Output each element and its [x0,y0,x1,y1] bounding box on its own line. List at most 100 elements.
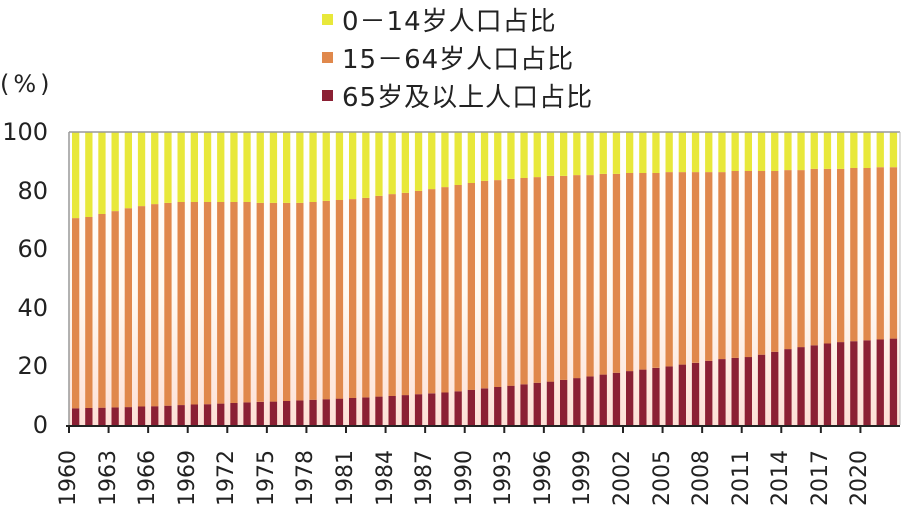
bar-segment [388,132,396,195]
bar-segment [124,208,132,408]
bar-segment [863,132,871,168]
bar-segment [573,378,581,425]
bar-segment [520,384,528,425]
bar-segment [85,408,93,425]
bar-segment [823,343,832,425]
bar-segment [309,399,317,425]
bar-segment [243,132,251,202]
bar-segment [72,218,80,409]
bar-segment [349,199,357,398]
bar-segment [626,371,634,425]
bar-segment [560,176,568,380]
bar-segment [269,401,278,425]
bar-segment [203,202,212,405]
bar-segment [283,202,291,401]
bar-segment [494,386,502,425]
bar-segment [269,202,278,402]
legend-swatch [322,89,333,101]
bar-segment [691,172,700,363]
bar-segment [467,389,475,425]
bar-segment [98,407,106,425]
bar-segment [296,400,304,425]
x-tick-label: 1993 [491,450,517,506]
bar-segment [718,132,726,173]
bar-segment [164,405,172,425]
bar-segment [230,403,238,425]
bar-segment [322,399,330,425]
y-tick-label: 60 [17,235,48,264]
bar-segment [652,173,660,368]
bar-segment [652,132,660,173]
bar-segment [72,408,80,425]
bar-segment [137,132,146,207]
bar-segment [876,167,884,340]
bar-segment [612,372,621,425]
bar-segment [850,168,858,342]
bar-segment [203,404,212,425]
bar-segment [494,132,502,181]
bar-segment [441,132,449,188]
bar-segment [863,340,871,425]
bar-segment [665,132,673,173]
bar-segment [230,202,238,403]
bar-segment [256,401,264,425]
x-tick-label: 1969 [174,450,200,506]
bar-segment [586,132,594,176]
bar-segment [626,173,634,372]
bar-segment [691,362,700,425]
bar-segment [665,366,673,425]
bar-segment [375,132,383,196]
bar-segment [296,202,304,401]
bar-segment [467,132,475,183]
bar-segment [560,132,568,176]
bar-segment [731,357,739,425]
bar-segment [414,132,423,191]
bar-segment [401,192,409,396]
bar-segment [217,403,225,425]
bar-segment [256,202,264,402]
x-tick-label: 1978 [293,450,319,506]
bar-segment [454,185,462,392]
bar-segment [507,178,515,386]
bar-segment [771,132,779,171]
x-tick-label: 2011 [728,450,754,506]
bar-segment [441,392,449,425]
bar-segment [889,132,898,168]
bar-segment [388,396,396,425]
x-tick-label: 1999 [570,450,596,506]
bar-segment [309,132,317,202]
bar-segment [731,132,739,171]
bar-segment [401,132,409,193]
bar-segment [837,342,845,425]
bar-segment [639,369,647,425]
bars [72,132,898,426]
bar-segment [243,402,251,425]
bar-segment [797,132,805,171]
bar-segment [784,349,792,425]
bar-segment [283,401,291,425]
bar-segment [190,132,198,202]
bar-segment [494,180,502,387]
bar-segment [757,171,766,355]
bar-segment [784,170,792,350]
bar-segment [151,204,159,407]
y-tick-label: 80 [17,176,48,205]
bar-segment [375,396,383,425]
x-tick-label: 1966 [135,450,161,506]
bar-segment [837,168,845,343]
bar-segment [480,388,489,425]
bar-segment [520,178,528,385]
legend-label: 65岁及以上人口占比 [342,82,594,113]
bar-segment [85,217,93,408]
bar-segment [441,187,449,393]
bar-segment [573,175,581,379]
bar-segment [731,171,739,358]
x-tick-label: 2020 [847,450,873,506]
bar-segment [507,132,515,179]
bar-segment [230,132,238,202]
bar-segment [98,214,106,408]
bar-segment [837,132,845,169]
bar-segment [217,202,225,404]
bar-segment [137,206,146,407]
bar-segment [546,381,555,425]
